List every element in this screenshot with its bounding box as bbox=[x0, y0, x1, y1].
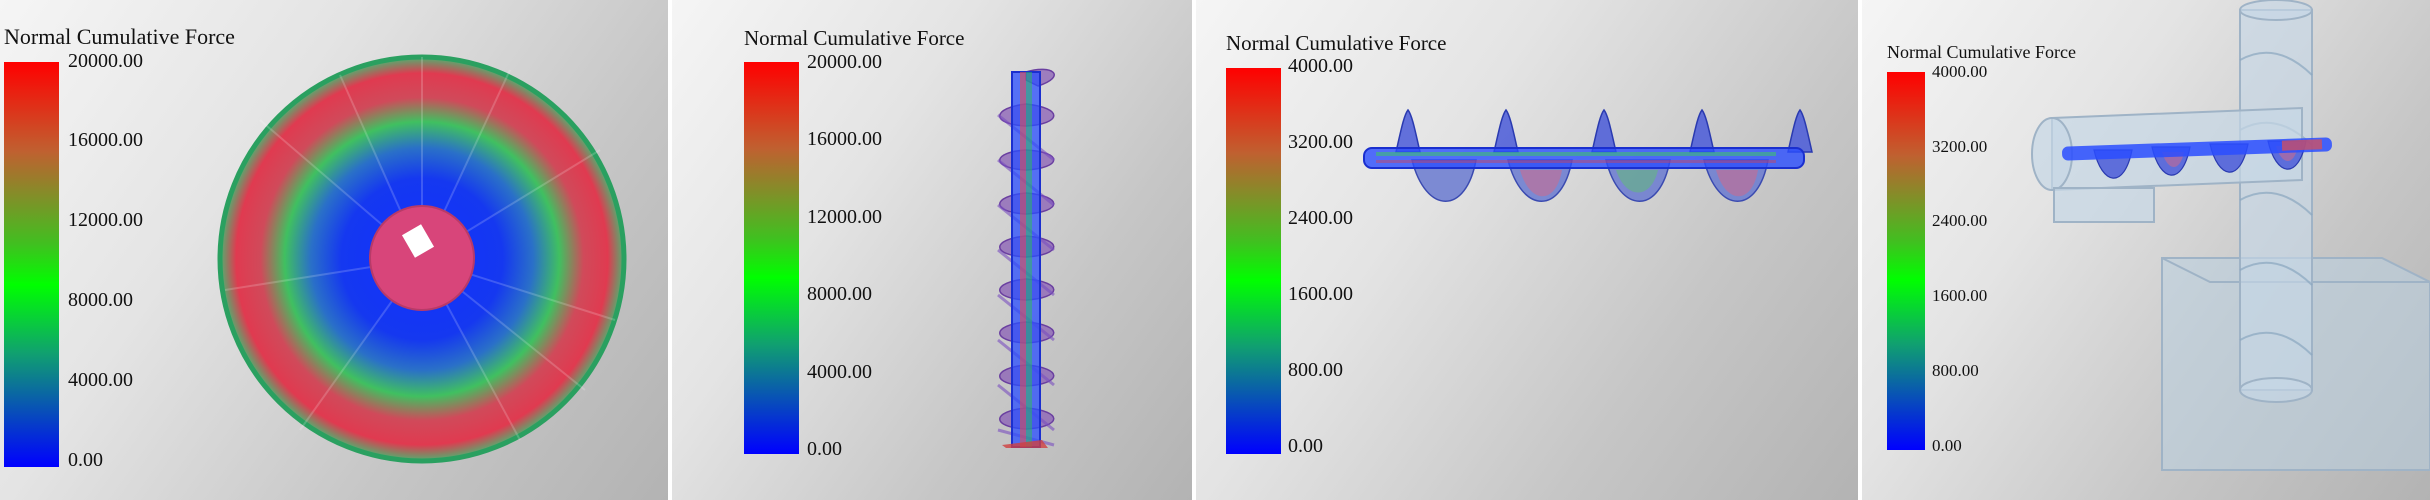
legend-tick: 20000.00 bbox=[68, 50, 143, 72]
legend-tick: 0.00 bbox=[1288, 435, 1323, 457]
vertical-tube bbox=[2239, 0, 2313, 403]
legend-tick: 1600.00 bbox=[1932, 286, 1988, 305]
legend-tick: 4000.00 bbox=[68, 369, 133, 391]
disc-hub bbox=[369, 205, 475, 311]
legend-tick: 800.00 bbox=[1288, 359, 1343, 381]
legend-tick: 800.00 bbox=[1932, 361, 1979, 380]
legend-title: Normal Cumulative Force bbox=[1226, 31, 1447, 55]
legend-tick: 0.00 bbox=[1932, 436, 1962, 455]
legend-tick: 4000.00 bbox=[1932, 62, 1988, 81]
legend-tick: 16000.00 bbox=[68, 129, 143, 151]
legend-tick: 0.00 bbox=[68, 449, 103, 471]
panel-vertical-screw: Normal Cumulative Force 20000.00 16000.0… bbox=[672, 0, 1192, 500]
legend-tick: 0.00 bbox=[807, 438, 842, 460]
legend-tick: 8000.00 bbox=[68, 289, 133, 311]
legend-title: Normal Cumulative Force bbox=[744, 26, 965, 50]
legend-title: Normal Cumulative Force bbox=[1887, 42, 2076, 62]
legend-tick: 12000.00 bbox=[807, 206, 882, 228]
housing-assembly-visualization bbox=[2031, 0, 2430, 471]
screw-shaft bbox=[1363, 147, 1805, 169]
legend-tick: 2400.00 bbox=[1288, 207, 1353, 229]
legend-tick: 8000.00 bbox=[807, 283, 872, 305]
panel-disc-top-view: Normal Cumulative Force 20000.00 16000.0… bbox=[0, 0, 668, 500]
legend-tick: 12000.00 bbox=[68, 209, 143, 231]
panel-horizontal-screw: Normal Cumulative Force 4000.00 3200.00 … bbox=[1196, 0, 1858, 500]
legend-tick: 4000.00 bbox=[807, 361, 872, 383]
inner-screw-shaft bbox=[2062, 137, 2332, 161]
legend-tick: 1600.00 bbox=[1288, 283, 1353, 305]
legend-tick: 16000.00 bbox=[807, 128, 882, 150]
legend-tick: 2400.00 bbox=[1932, 211, 1988, 230]
screw-flight-tips bbox=[1395, 108, 1813, 153]
legend-tick: 3200.00 bbox=[1932, 137, 1988, 156]
horizontal-screw-visualization bbox=[1363, 108, 1813, 202]
legend-title: Normal Cumulative Force bbox=[4, 24, 235, 49]
legend-tick: 4000.00 bbox=[1288, 55, 1353, 77]
color-scale-bar bbox=[4, 62, 59, 467]
color-scale-bar bbox=[744, 62, 799, 454]
color-scale-bar bbox=[1887, 72, 1925, 450]
legend-tick: 3200.00 bbox=[1288, 131, 1353, 153]
shaft-square bbox=[401, 224, 435, 258]
panel-screw-housing-assembly: Normal Cumulative Force 4000.00 3200.00 … bbox=[1862, 0, 2430, 500]
color-scale-bar bbox=[1226, 68, 1281, 454]
disc-force-visualization bbox=[217, 54, 627, 464]
vertical-screw-visualization bbox=[997, 68, 1055, 448]
legend-tick: 20000.00 bbox=[807, 51, 882, 73]
